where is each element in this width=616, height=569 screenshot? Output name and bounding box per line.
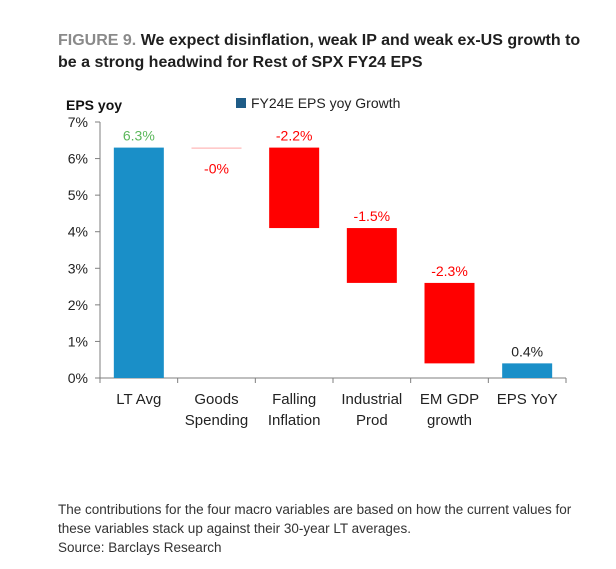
y-tick-label: 0% [68,370,88,386]
footnote: The contributions for the four macro var… [58,500,603,557]
data-label: -2.2% [276,128,313,144]
x-tick-label: EPS YoY [497,391,558,408]
data-label: -0% [204,161,229,177]
legend-label: FY24E EPS yoy Growth [251,95,400,111]
x-tick-label: Inflation [268,412,321,429]
y-tick-label: 2% [68,297,88,313]
figure-title-text: We expect disinflation, weak IP and weak… [58,32,581,71]
waterfall-chart: EPS yoy FY24E EPS yoy Growth 0% 1% 2% 3% 4% 5% 6… [66,95,567,429]
x-tick-label: Prod [356,412,388,429]
data-label: 6.3% [123,128,155,144]
data-label: -2.3% [431,263,468,279]
y-axis-title: EPS yoy [66,97,122,113]
figure-title: FIGURE 9. We expect disinflation, weak I… [58,30,598,74]
x-tick-label: Goods [194,391,238,408]
y-tick-label: 7% [68,114,88,130]
bar [113,147,164,378]
y-tick-label: 5% [68,187,88,203]
footnote-source: Source: Barclays Research [58,540,222,555]
y-tick-label: 3% [68,260,88,276]
bar [191,147,242,149]
x-tick-label: EM GDP [420,391,479,408]
footnote-note: The contributions for the four macro var… [58,502,572,536]
y-tick-label: 4% [68,224,88,240]
bar [269,147,320,229]
y-tick-label: 1% [68,333,88,349]
x-tick-label: Industrial [341,391,402,408]
bar [502,363,553,378]
x-tick-label: Spending [185,412,248,429]
bar [424,282,475,364]
x-tick-label: Falling [272,391,316,408]
legend-swatch [236,98,246,108]
x-tick-label: growth [427,412,472,429]
y-tick-label: 6% [68,151,88,167]
figure-number: FIGURE 9. [58,32,137,49]
bar [346,228,397,283]
data-label: 0.4% [511,343,543,359]
x-tick-label: LT Avg [116,391,161,408]
data-label: -1.5% [354,208,391,224]
